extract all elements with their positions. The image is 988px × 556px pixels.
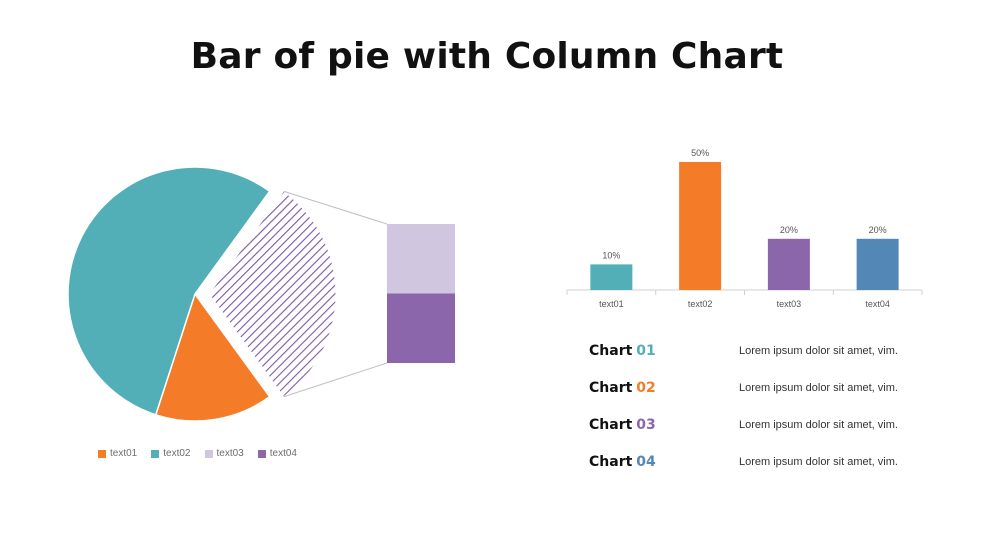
info-label-text: Chart: [589, 454, 633, 470]
bar-of-pie-connectors: [283, 190, 388, 398]
pie-slice-other: [208, 190, 337, 398]
column-data-label: 20%: [869, 225, 887, 235]
info-number: 03: [636, 417, 656, 433]
stack-segment-text03: [387, 224, 455, 294]
column-bar-text01: [590, 264, 633, 290]
bar-of-pie-stack: [387, 224, 455, 363]
column-tick-label: text02: [688, 299, 713, 309]
page-title: Bar of pie with Column Chart: [190, 36, 784, 77]
column-data-label: 10%: [602, 250, 620, 260]
legend-swatch: [98, 449, 106, 458]
info-description: Lorem ipsum dolor sit amet, vim.: [739, 382, 898, 394]
info-row-04: Chart 04 Lorem ipsum dolor sit amet, vim.: [589, 454, 919, 474]
column-tick-label: text01: [599, 299, 624, 309]
connector-line-bottom: [283, 362, 388, 398]
column-chart: 10% text01 50% text02 20% text03 20% text04: [566, 148, 923, 309]
legend-swatch: [151, 449, 160, 458]
legend-item-text02: text02: [151, 448, 191, 459]
legend-item-text01: text01: [98, 448, 137, 459]
info-number: 01: [636, 343, 656, 359]
info-row-02: Chart 02 Lorem ipsum dolor sit amet, vim.: [589, 380, 919, 400]
column-tick-label: text04: [865, 299, 890, 309]
column-tick-label: text03: [777, 299, 802, 309]
info-description: Lorem ipsum dolor sit amet, vim.: [739, 456, 898, 468]
info-row-01: Chart 01 Lorem ipsum dolor sit amet, vim.: [589, 343, 919, 363]
legend-label: text01: [110, 448, 138, 459]
legend-swatch: [204, 449, 213, 458]
legend-item-text04: text04: [257, 448, 297, 459]
pie-chart: [67, 166, 337, 422]
info-label: Chart 02: [589, 380, 656, 396]
info-label: Chart 04: [589, 454, 656, 470]
column-data-label: 20%: [780, 225, 798, 235]
legend-label: text02: [163, 448, 191, 459]
info-number: 04: [636, 454, 656, 470]
column-bar-text02: [679, 162, 722, 290]
legend-label: text03: [216, 448, 244, 459]
info-label: Chart 01: [589, 343, 656, 359]
stack-segment-text04: [387, 293, 455, 363]
column-bar-text04: [856, 238, 899, 290]
pie-legend: text01 text02 text03 text04: [98, 448, 297, 459]
connector-line-top: [283, 190, 388, 225]
info-label: Chart 03: [589, 417, 656, 433]
info-label-text: Chart: [589, 380, 633, 396]
info-description: Lorem ipsum dolor sit amet, vim.: [739, 419, 898, 431]
column-data-label: 50%: [691, 148, 709, 158]
legend-item-text03: text03: [204, 448, 244, 459]
info-row-03: Chart 03 Lorem ipsum dolor sit amet, vim.: [589, 417, 919, 437]
legend-label: text04: [269, 448, 297, 459]
legend-swatch: [257, 449, 266, 458]
pie-slice-text01: [154, 292, 271, 422]
column-bar-text03: [767, 238, 810, 290]
pie-slice-text02: [67, 166, 271, 416]
info-description: Lorem ipsum dolor sit amet, vim.: [739, 345, 898, 357]
info-label-text: Chart: [589, 417, 633, 433]
info-label-text: Chart: [589, 343, 633, 359]
info-number: 02: [636, 380, 656, 396]
